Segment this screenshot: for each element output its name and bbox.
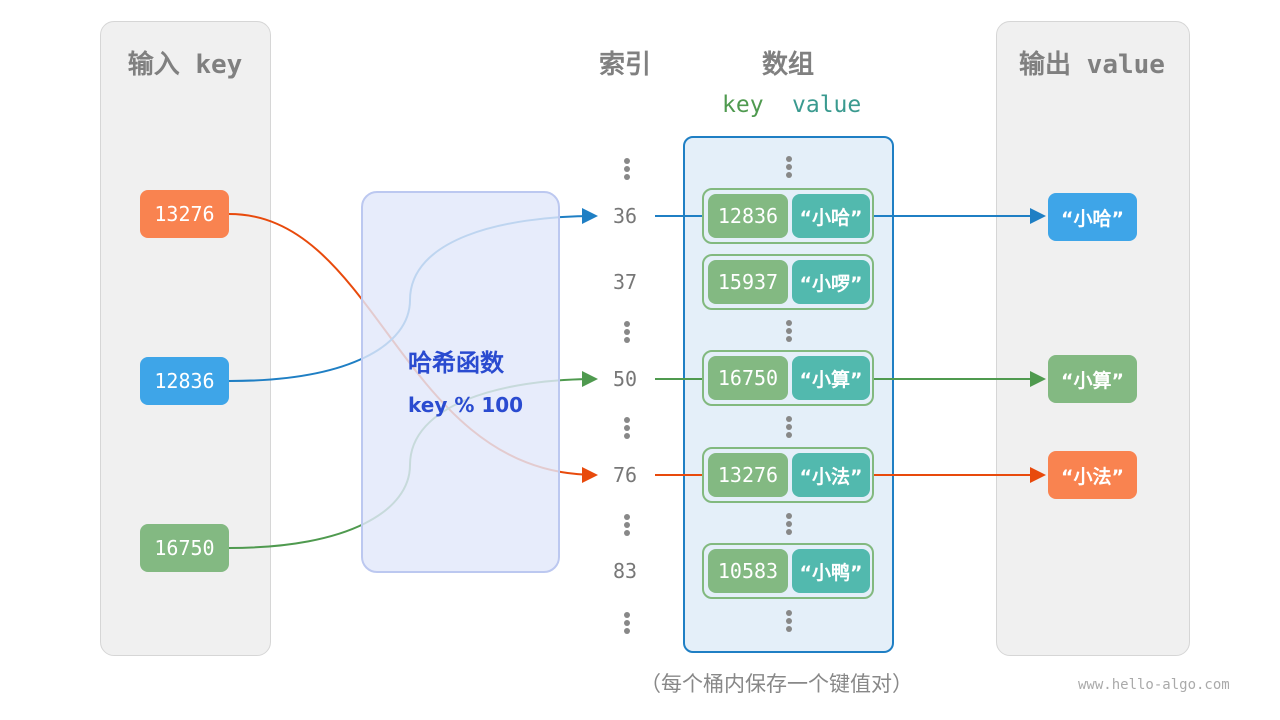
ellipsis-icon [786, 320, 792, 344]
hash-function-formula: key % 100 [408, 393, 524, 417]
pair-key: 10583 [708, 549, 788, 593]
input-key: 12836 [140, 357, 229, 405]
pair-value: “小算” [792, 356, 870, 400]
array-title: 数组 [761, 50, 814, 80]
input-key: 13276 [140, 190, 229, 238]
bucket-pair: 12836 “小哈” [702, 188, 874, 244]
ellipsis-icon [624, 321, 630, 345]
input-key: 16750 [140, 524, 229, 572]
index-label: 37 [612, 270, 638, 294]
index-label: 36 [612, 204, 638, 228]
ellipsis-icon [786, 156, 792, 180]
index-title: 索引 [598, 50, 651, 80]
index-label: 76 [612, 463, 638, 487]
pair-value: “小鸭” [792, 549, 870, 593]
pair-value: “小哈” [792, 194, 870, 238]
output-panel [996, 21, 1190, 656]
array-value-label: value [792, 92, 862, 118]
ellipsis-icon [624, 514, 630, 538]
watermark: www.hello-algo.com [1078, 677, 1230, 693]
output-value: “小法” [1048, 451, 1137, 499]
pair-key: 15937 [708, 260, 788, 304]
ellipsis-icon [624, 158, 630, 182]
bucket-pair: 10583 “小鸭” [702, 543, 874, 599]
bucket-pair: 16750 “小算” [702, 350, 874, 406]
pair-value: “小啰” [792, 260, 870, 304]
bucket-pair: 15937 “小啰” [702, 254, 874, 310]
ellipsis-icon [786, 416, 792, 440]
index-label: 50 [612, 367, 638, 391]
output-title: 输出 value [1019, 50, 1165, 80]
pair-key: 16750 [708, 356, 788, 400]
ellipsis-icon [624, 417, 630, 441]
hash-function-title: 哈希函数 [408, 349, 504, 377]
ellipsis-icon [786, 513, 792, 537]
hash-function-box [361, 191, 560, 573]
pair-key: 12836 [708, 194, 788, 238]
output-value: “小哈” [1048, 193, 1137, 241]
input-title: 输入 key [127, 50, 243, 80]
array-key-label: key [722, 92, 764, 118]
bucket-pair: 13276 “小法” [702, 447, 874, 503]
ellipsis-icon [624, 612, 630, 636]
pair-value: “小法” [792, 453, 870, 497]
pair-key: 13276 [708, 453, 788, 497]
index-label: 83 [612, 559, 638, 583]
output-value: “小算” [1048, 355, 1137, 403]
caption: （每个桶内保存一个键值对） [640, 672, 913, 696]
ellipsis-icon [786, 610, 792, 634]
